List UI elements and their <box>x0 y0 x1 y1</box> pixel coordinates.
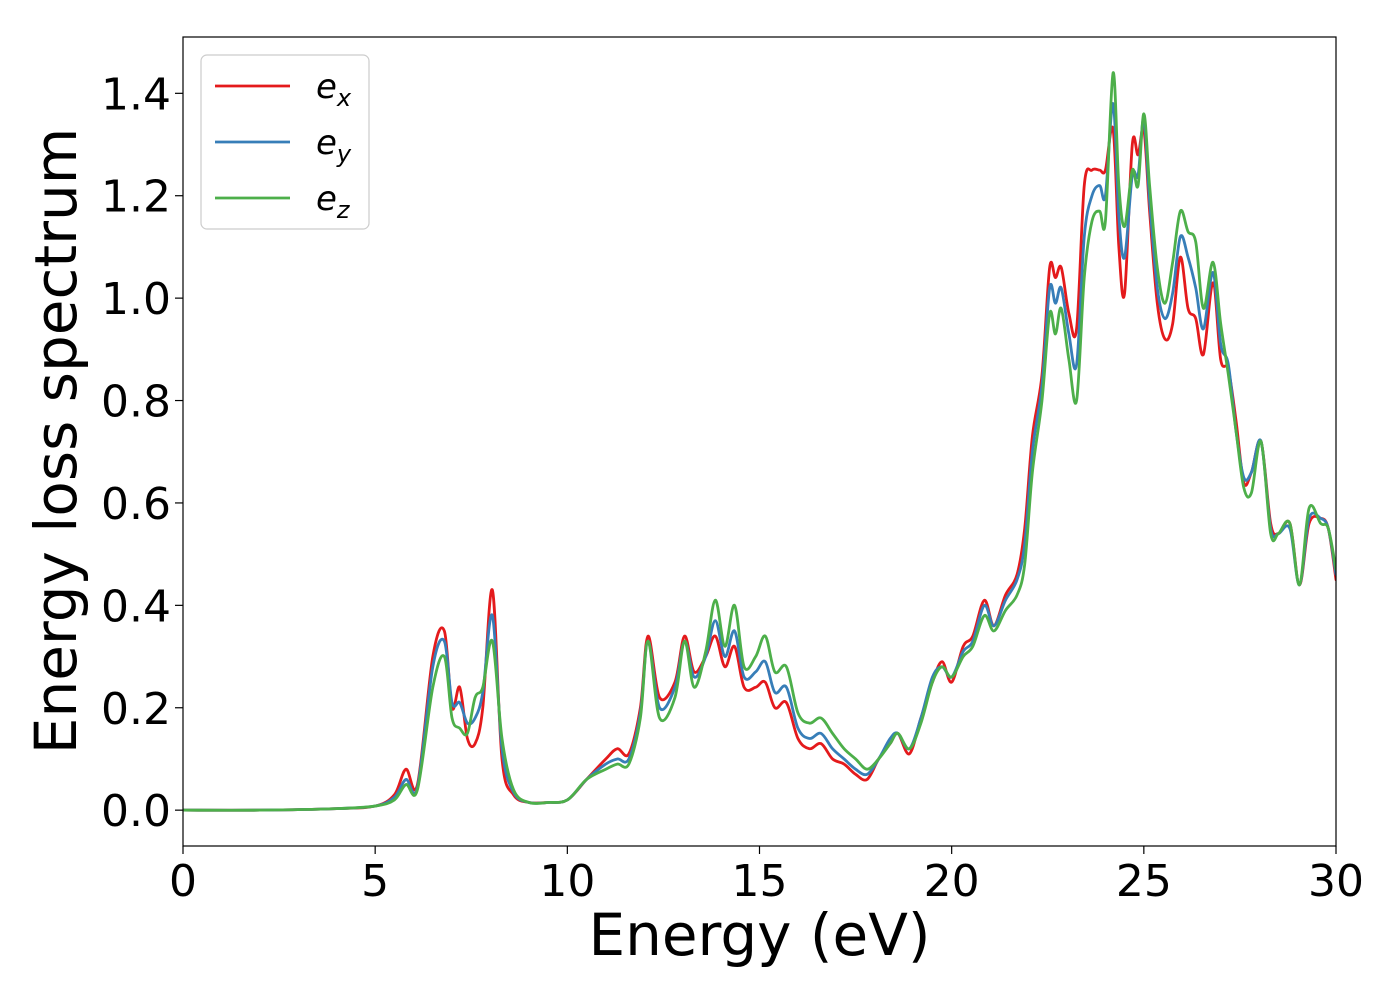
legend-label-ex: ex <box>316 67 352 112</box>
y-axis: 0.0 0.2 0.4 0.6 0.8 1.0 1.2 1.4 <box>101 69 183 837</box>
x-tick-label: 10 <box>539 856 595 907</box>
legend-label-ez: ez <box>316 179 351 224</box>
y-tick-label: 0.8 <box>101 377 171 428</box>
series-layer <box>183 71 1336 812</box>
y-tick-label: 1.0 <box>101 274 171 325</box>
y-axis-title: Energy loss spectrum <box>22 128 90 754</box>
x-tick-label: 5 <box>361 856 389 907</box>
x-tick-label: 30 <box>1308 856 1364 907</box>
x-tick-label: 25 <box>1116 856 1172 907</box>
y-tick-label: 1.2 <box>101 172 171 223</box>
x-tick-label: 20 <box>924 856 980 907</box>
legend: ex ey ez <box>200 54 370 230</box>
y-tick-label: 1.4 <box>101 69 171 120</box>
x-tick-label: 15 <box>732 856 788 907</box>
series-line-ez <box>183 71 1336 812</box>
y-tick-label: 0.4 <box>101 581 171 632</box>
legend-label-ey: ey <box>316 123 352 168</box>
x-axis: 0 5 10 15 20 25 30 <box>169 846 1364 907</box>
y-tick-label: 0.6 <box>101 479 171 530</box>
y-tick-label: 0.0 <box>101 786 171 837</box>
x-axis-title: Energy (eV) <box>588 901 930 969</box>
y-tick-label: 0.2 <box>101 684 171 735</box>
x-tick-label: 0 <box>169 856 197 907</box>
